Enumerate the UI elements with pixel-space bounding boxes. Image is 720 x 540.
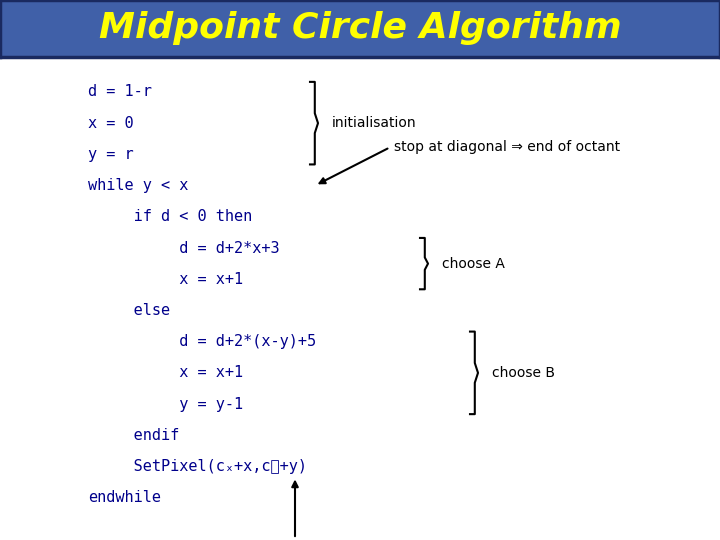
Text: choose A: choose A: [442, 256, 505, 271]
Text: d = d+2*(x-y)+5: d = d+2*(x-y)+5: [88, 334, 316, 349]
Text: d = d+2*x+3: d = d+2*x+3: [88, 240, 279, 255]
Text: y = y-1: y = y-1: [88, 396, 243, 411]
Text: choose B: choose B: [492, 366, 555, 380]
Text: stop at diagonal ⇒ end of octant: stop at diagonal ⇒ end of octant: [394, 140, 620, 154]
Text: Midpoint Circle Algorithm: Midpoint Circle Algorithm: [99, 11, 621, 45]
Text: endwhile: endwhile: [88, 490, 161, 505]
Text: x = x+1: x = x+1: [88, 272, 243, 287]
Text: SetPixel(cₓ+x,cᵧ+y): SetPixel(cₓ+x,cᵧ+y): [88, 459, 307, 474]
Text: initialisation: initialisation: [332, 116, 417, 130]
Text: else: else: [88, 303, 170, 318]
Text: y = r: y = r: [88, 147, 134, 162]
Text: endif: endif: [88, 428, 179, 443]
Text: x = 0: x = 0: [88, 116, 134, 131]
Text: if d < 0 then: if d < 0 then: [88, 210, 252, 224]
Text: x = x+1: x = x+1: [88, 366, 243, 380]
Text: d = 1-r: d = 1-r: [88, 84, 152, 99]
Text: while y < x: while y < x: [88, 178, 189, 193]
